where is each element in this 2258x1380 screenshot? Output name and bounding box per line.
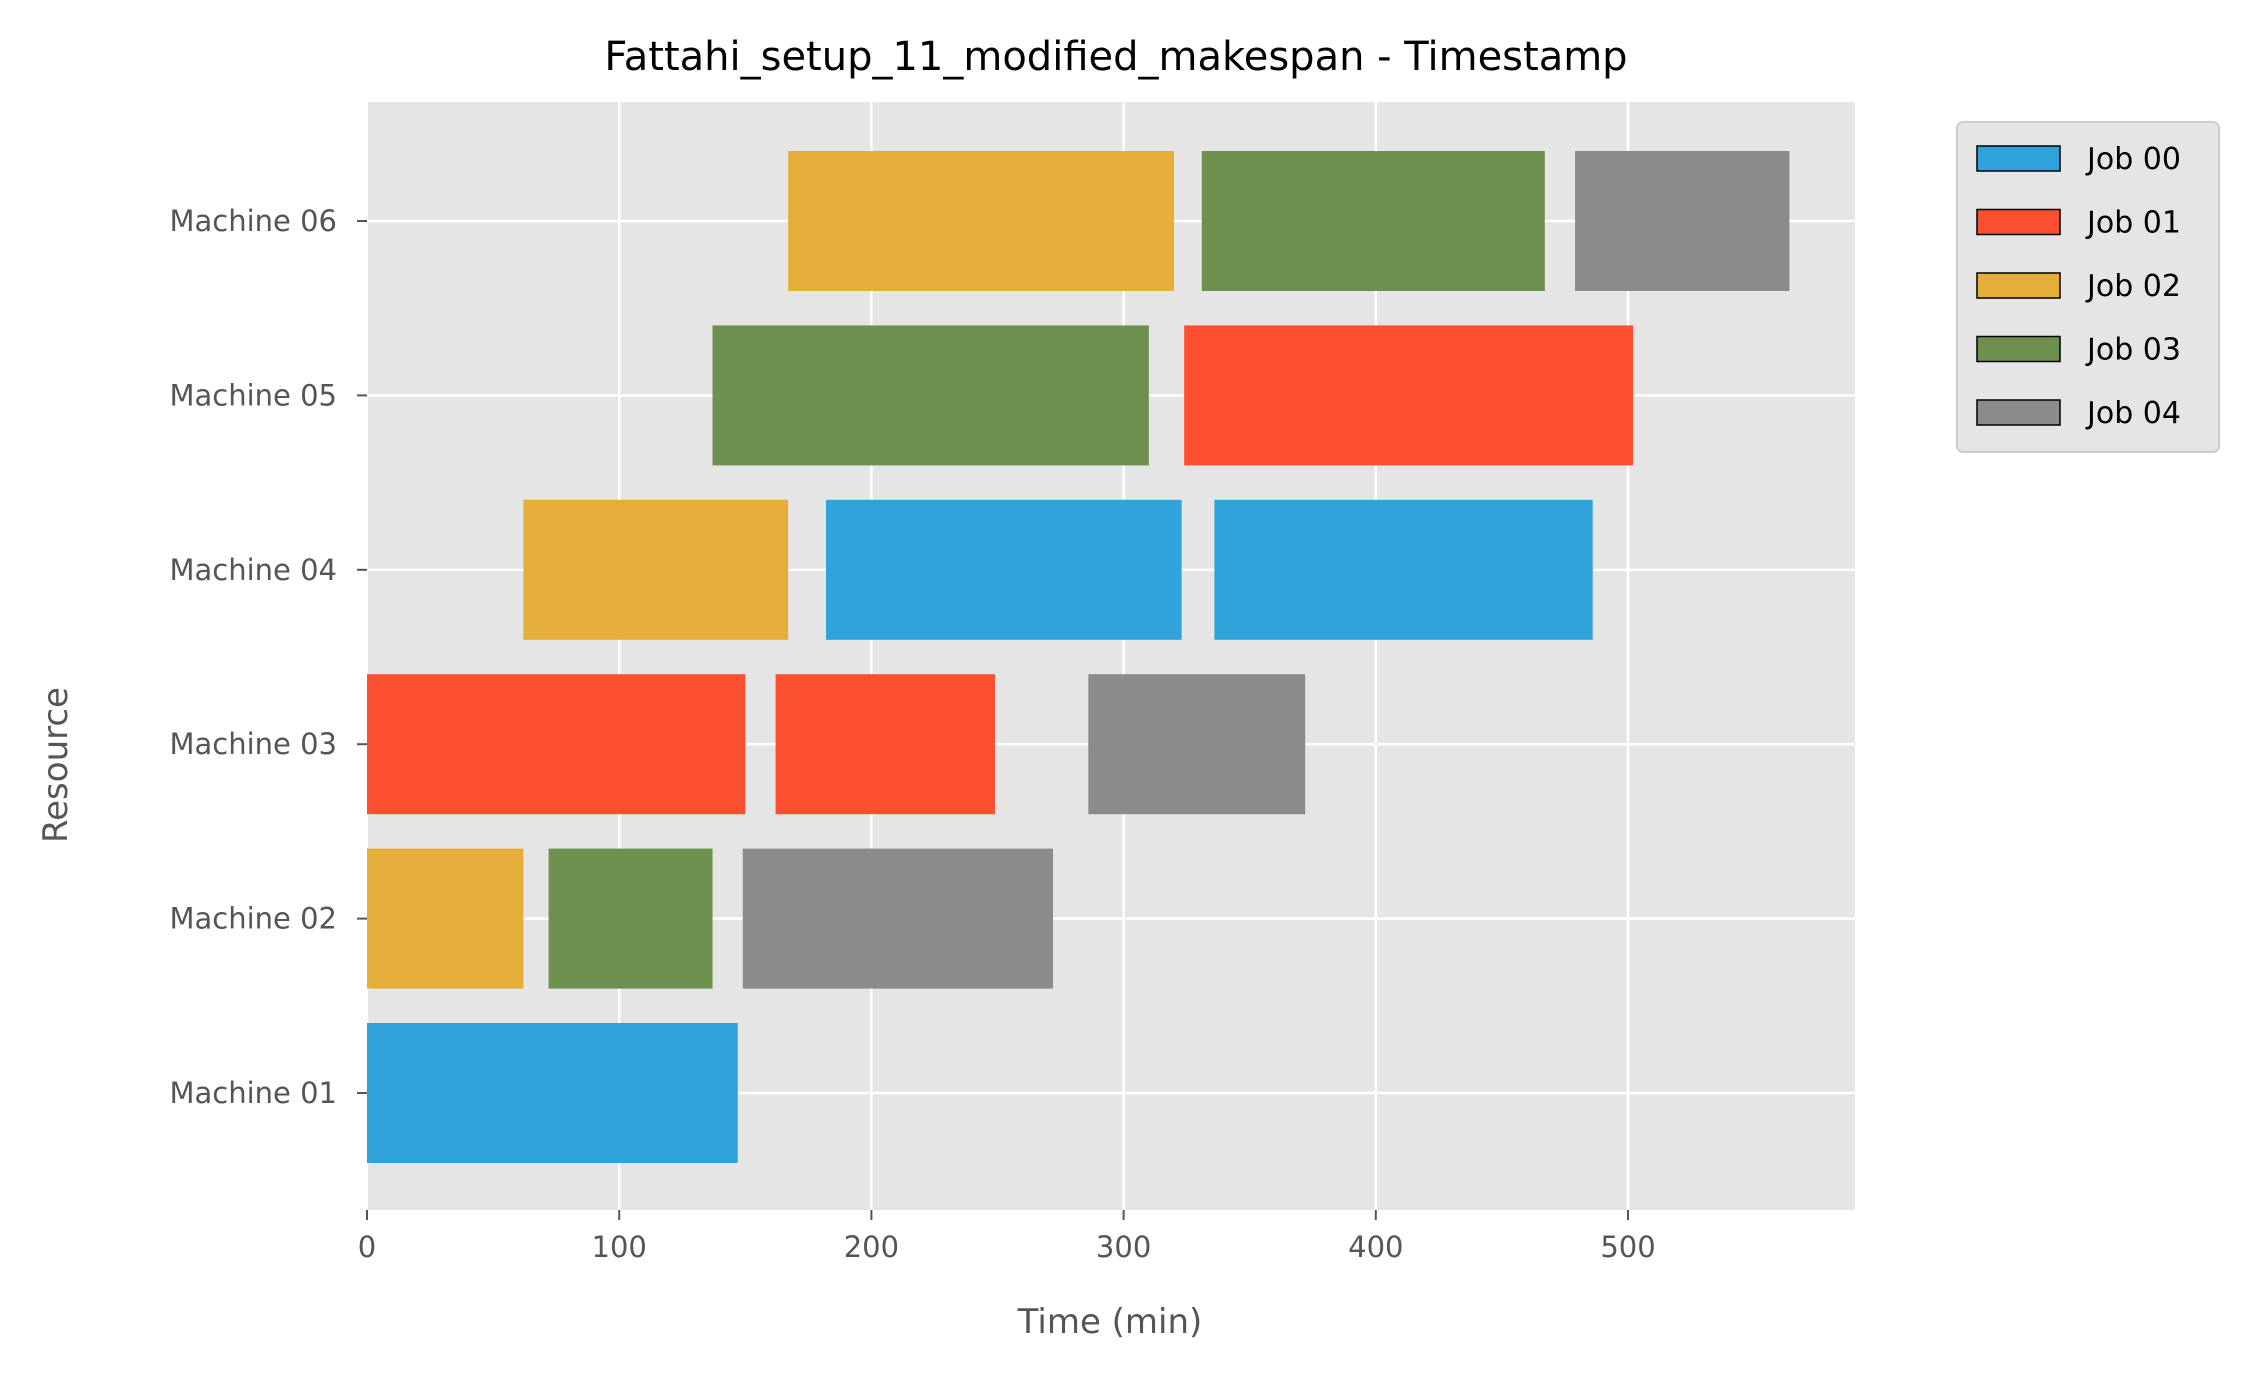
resource-label: Machine 02 xyxy=(169,902,337,936)
legend-swatch xyxy=(1976,272,2061,299)
y-axis-label: Resource xyxy=(36,687,76,843)
x-tick-label: 0 xyxy=(358,1230,376,1264)
legend-swatch xyxy=(1976,335,2061,363)
x-tick-label: 500 xyxy=(1600,1230,1655,1264)
task-bar xyxy=(742,848,1053,989)
chart-title: Fattahi_setup_11_modified_makespan - Tim… xyxy=(604,34,1627,80)
legend-swatch xyxy=(1976,208,2061,236)
resource-label: Machine 01 xyxy=(169,1076,337,1110)
x-tick-label: 200 xyxy=(844,1230,899,1264)
task-bar xyxy=(523,499,789,640)
task-bar xyxy=(826,499,1182,640)
resource-label: Machine 06 xyxy=(169,204,337,238)
x-tick-label: 100 xyxy=(592,1230,647,1264)
task-bar xyxy=(788,151,1175,291)
legend-label: Job 03 xyxy=(2085,333,2181,368)
legend-label: Job 04 xyxy=(2085,396,2181,431)
axis-ticks: 0 100 200 300 400 500 Machine 01 Machine 02 Mach… xyxy=(169,204,1655,1264)
legend-label: Job 00 xyxy=(2085,142,2181,177)
task-bar xyxy=(1201,151,1545,291)
task-bar xyxy=(367,674,746,815)
task-bar xyxy=(712,325,1149,466)
task-bar xyxy=(1088,674,1306,815)
task-bars xyxy=(367,151,1790,1163)
task-bar xyxy=(1184,325,1634,466)
legend: Job 00 Job 01 Job 02 Job 03 Job 04 xyxy=(1956,121,2220,453)
task-bar xyxy=(1575,151,1790,291)
legend-swatch xyxy=(1976,399,2061,426)
resource-label: Machine 03 xyxy=(169,727,337,761)
x-tick-label: 300 xyxy=(1096,1230,1151,1264)
legend-label: Job 01 xyxy=(2085,206,2181,241)
x-tick-label: 400 xyxy=(1348,1230,1403,1264)
task-bar xyxy=(548,848,713,989)
resource-label: Machine 04 xyxy=(169,553,337,587)
resource-label: Machine 05 xyxy=(169,378,337,412)
task-bar xyxy=(775,674,995,815)
x-axis-label: Time (min) xyxy=(1017,1302,1203,1342)
legend-label: Job 02 xyxy=(2085,269,2181,304)
task-bar xyxy=(367,848,524,989)
task-bar xyxy=(367,1023,738,1163)
task-bar xyxy=(1214,499,1593,640)
legend-box xyxy=(1956,121,2220,453)
legend-swatch xyxy=(1976,145,2061,172)
